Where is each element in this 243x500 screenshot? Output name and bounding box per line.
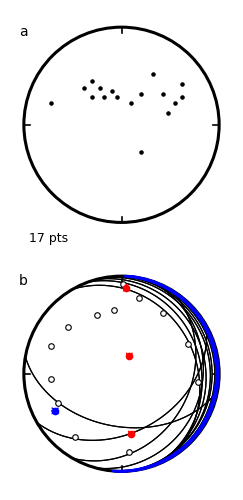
Text: a: a bbox=[19, 25, 28, 39]
Text: b: b bbox=[19, 274, 28, 288]
Text: 17 pts: 17 pts bbox=[29, 232, 68, 245]
